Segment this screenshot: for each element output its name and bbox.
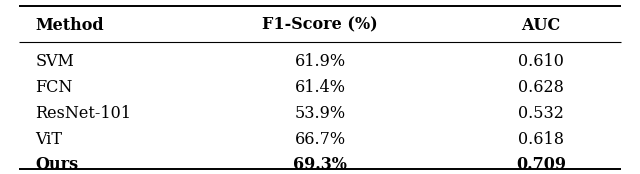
Text: AUC: AUC: [521, 17, 561, 34]
Text: 0.709: 0.709: [516, 156, 566, 173]
Text: 66.7%: 66.7%: [294, 130, 346, 148]
Text: 61.9%: 61.9%: [294, 53, 346, 70]
Text: FCN: FCN: [35, 79, 72, 96]
Text: 0.610: 0.610: [518, 53, 564, 70]
Text: ResNet-101: ResNet-101: [35, 105, 131, 122]
Text: SVM: SVM: [35, 53, 74, 70]
Text: 69.3%: 69.3%: [293, 156, 347, 173]
Text: Ours: Ours: [35, 156, 78, 173]
Text: 53.9%: 53.9%: [294, 105, 346, 122]
Text: 0.532: 0.532: [518, 105, 564, 122]
Text: F1-Score (%): F1-Score (%): [262, 17, 378, 34]
Text: 0.628: 0.628: [518, 79, 564, 96]
Text: 0.618: 0.618: [518, 130, 564, 148]
Text: Method: Method: [35, 17, 104, 34]
Text: ViT: ViT: [35, 130, 62, 148]
Text: 61.4%: 61.4%: [294, 79, 346, 96]
